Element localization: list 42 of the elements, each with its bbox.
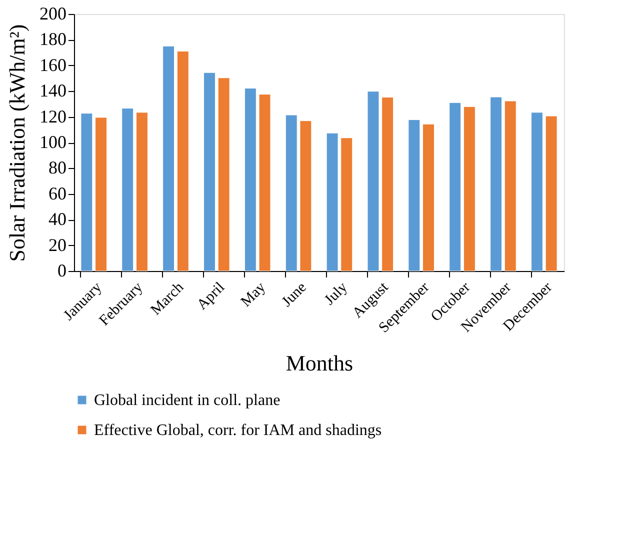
x-axis-title: Months bbox=[286, 350, 354, 376]
bar bbox=[162, 46, 175, 272]
bar bbox=[122, 108, 134, 272]
x-tick-label: June bbox=[279, 279, 310, 310]
bar bbox=[531, 112, 543, 272]
bar bbox=[408, 120, 420, 272]
bar bbox=[326, 132, 338, 272]
bar bbox=[136, 112, 148, 272]
y-tick-label: 160 bbox=[40, 54, 66, 75]
bar bbox=[504, 100, 516, 272]
bar bbox=[382, 97, 394, 272]
bar bbox=[300, 120, 312, 272]
y-tick-label: 0 bbox=[58, 260, 66, 280]
bar bbox=[218, 78, 230, 272]
y-tick-label: 100 bbox=[40, 132, 66, 152]
bar bbox=[463, 106, 476, 272]
bar bbox=[80, 113, 93, 272]
legend-label: Global incident in coll. plane bbox=[94, 392, 280, 409]
legend-label: Effective Global, corr. for IAM and shadings bbox=[94, 422, 382, 439]
bar bbox=[95, 117, 107, 272]
bar bbox=[545, 116, 558, 272]
x-tick-label: May bbox=[238, 279, 270, 310]
bar bbox=[204, 72, 216, 272]
bar bbox=[490, 96, 502, 272]
bar bbox=[340, 138, 353, 272]
y-tick-label: 80 bbox=[48, 158, 66, 178]
y-tick-label: 60 bbox=[48, 183, 66, 204]
y-tick-label: 200 bbox=[40, 4, 66, 24]
y-tick-label: 40 bbox=[48, 209, 66, 230]
bar bbox=[244, 88, 256, 272]
x-tick-label: July bbox=[322, 279, 352, 308]
bar bbox=[449, 102, 462, 272]
bar bbox=[176, 51, 189, 272]
y-axis-title: Solar Irradiation (kWh/m²) bbox=[4, 24, 30, 262]
bar bbox=[258, 94, 271, 272]
bar bbox=[285, 114, 298, 272]
bar bbox=[422, 124, 434, 272]
y-tick-label: 140 bbox=[40, 80, 66, 101]
y-tick-label: 180 bbox=[40, 29, 66, 50]
bar bbox=[367, 91, 380, 272]
y-tick-label: 20 bbox=[48, 234, 66, 255]
y-tick-label: 120 bbox=[40, 106, 66, 126]
